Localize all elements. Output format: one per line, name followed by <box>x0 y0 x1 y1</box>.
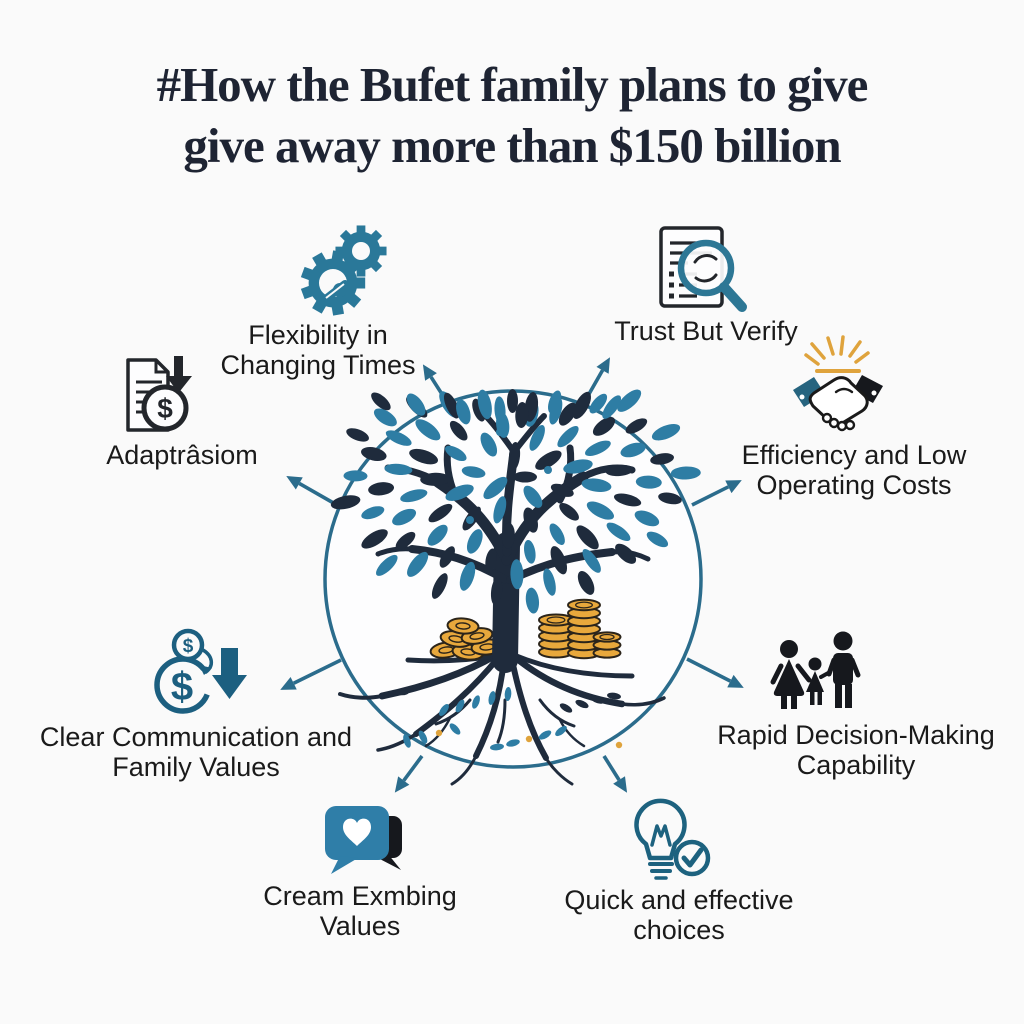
page-title: #How the Bufet family plans to give give… <box>0 54 1024 176</box>
spoke-label-communication: Clear Communication and Family Values <box>39 722 353 782</box>
lightbulb-check-icon <box>634 798 711 880</box>
dollar-transfer-icon: $$ <box>154 628 247 714</box>
family-icon <box>770 631 861 709</box>
title-line-1: #How the Bufet family plans to give <box>156 57 869 112</box>
document-magnifier-icon <box>659 226 747 312</box>
spoke-label-rapid: Rapid Decision-Making Capability <box>717 720 995 780</box>
svg-text:$: $ <box>183 636 194 657</box>
spoke-label-adaptation: Adaptrâsiom <box>106 440 258 470</box>
handshake-icon <box>793 335 883 432</box>
tree-leaves <box>330 389 701 614</box>
spoke-label-trust: Trust But Verify <box>614 316 798 346</box>
spoke-label-efficiency: Efficiency and Low Operating Costs <box>741 440 967 500</box>
spoke-label-choices: Quick and effective choices <box>564 885 794 945</box>
title-line-2: give away more than $150 billion <box>183 118 841 173</box>
svg-text:$: $ <box>157 393 173 424</box>
svg-text:$: $ <box>171 665 193 709</box>
spoke-label-flexibility: Flexibility in Changing Times <box>220 320 416 380</box>
spoke-label-values: Cream Exmbing Values <box>263 881 457 941</box>
chat-heart-icon <box>325 806 402 874</box>
gears-icon <box>300 225 387 316</box>
document-dollar-icon: $ <box>126 356 192 432</box>
